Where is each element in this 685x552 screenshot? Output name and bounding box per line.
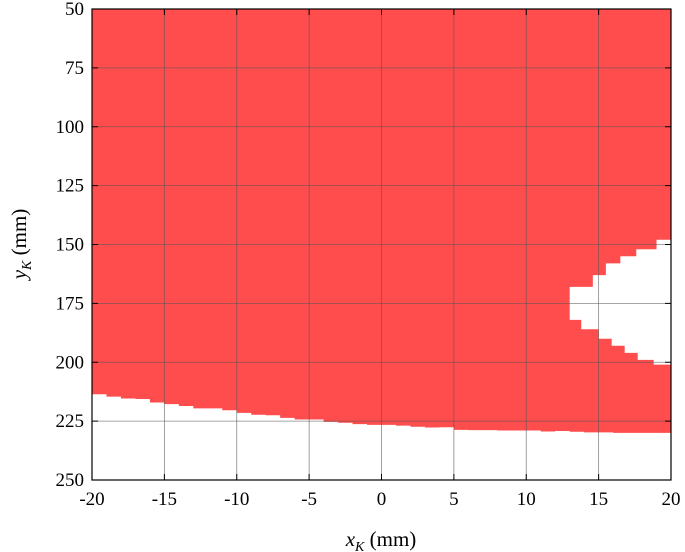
plot-area [91, 8, 672, 481]
x-axis-title: xK (mm) [345, 527, 417, 552]
x-tick-label: -10 [224, 489, 249, 510]
y-tick-label: 250 [56, 470, 85, 491]
x-tick-labels: -20 -15 -10 -5 0 5 10 15 20 [79, 489, 680, 510]
x-tick-label: 0 [377, 489, 387, 510]
x-tick-label: 15 [589, 489, 608, 510]
x-tick-label: -5 [301, 489, 317, 510]
y-tick-label: 75 [65, 58, 84, 79]
y-tick-label: 225 [56, 411, 85, 432]
y-tick-label: 100 [56, 117, 85, 138]
x-tick-label: 10 [517, 489, 536, 510]
grid [92, 9, 671, 480]
x-tick-label: -20 [79, 489, 104, 510]
y-axis-title: yK (mm) [7, 209, 35, 282]
y-tick-label: 150 [56, 235, 85, 256]
y-tick-label: 175 [56, 293, 85, 314]
infeasible-hole [569, 230, 671, 370]
y-tick-label: 50 [65, 0, 84, 20]
y-tick-labels: 50 75 100 125 150 175 200 225 250 [56, 0, 85, 491]
x-tick-label: 20 [662, 489, 681, 510]
x-tick-label: 5 [449, 489, 459, 510]
y-tick-label: 125 [56, 176, 85, 197]
axes-frame [91, 8, 672, 481]
x-tick-label: -15 [152, 489, 177, 510]
y-tick-label: 200 [56, 352, 85, 373]
